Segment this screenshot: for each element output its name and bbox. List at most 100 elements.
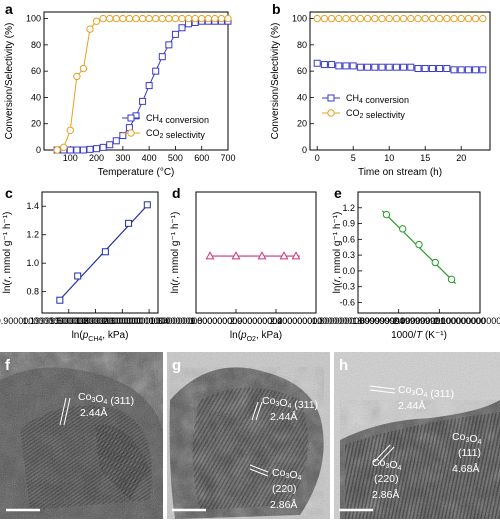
- data-point: [66, 146, 74, 154]
- data-point: [217, 14, 226, 23]
- data-point: [106, 14, 114, 23]
- data-point: [132, 14, 140, 23]
- data-point: [392, 14, 401, 23]
- tem-label-h-2: Co3O4 (111) 4.68Å: [452, 431, 482, 475]
- panel-letter: a: [5, 1, 13, 17]
- tem-image-h: h Co3O4 (311) 2.44Å Co3O4 (111) 4.68Å Co…: [334, 352, 500, 519]
- data-point: [112, 14, 120, 23]
- data-point: [279, 251, 289, 260]
- x-tick-label: 1.80000000000000004: [76, 316, 169, 326]
- data-point: [400, 63, 408, 71]
- data-point: [450, 66, 458, 74]
- panel-c-ch4-pressure-dependence: 0.900000000000000021.199999999999999961.…: [0, 185, 195, 343]
- svg-text:Co3O4 (311): Co3O4 (311): [78, 391, 134, 407]
- data-point: [328, 61, 336, 69]
- data-point: [93, 145, 101, 153]
- data-point: [178, 24, 186, 32]
- tem-label-f-1: Co3O4 (311) 2.44Å: [78, 391, 134, 419]
- y-axis-title: ln(r, mmol g⁻¹ h⁻¹): [2, 212, 13, 294]
- series-2: [313, 14, 487, 23]
- data-point: [335, 14, 343, 23]
- data-point: [125, 14, 134, 23]
- x-tick-label: 300: [115, 153, 130, 163]
- data-point: [139, 97, 147, 105]
- data-point: [224, 14, 232, 23]
- data-point: [138, 14, 147, 23]
- legend-label: CH4 conversion: [346, 93, 409, 105]
- y-axis-title: Conversion/Selectivity (%): [4, 23, 15, 140]
- data-point: [385, 14, 393, 23]
- data-point: [73, 72, 81, 81]
- series-1: [313, 59, 487, 74]
- x-tick-label: 400: [142, 153, 157, 163]
- x-tick-label: 20: [456, 153, 466, 163]
- tem-label-spacing: 2.44Å: [398, 399, 425, 412]
- y-tick-label: 1.2: [342, 203, 355, 213]
- x-tick-label: 0.90000000000000002: [0, 316, 88, 326]
- x-tick-label: 600: [194, 153, 209, 163]
- data-point: [407, 63, 415, 71]
- tem-label-index: (220): [374, 473, 399, 485]
- y-tick-label: 60: [31, 66, 41, 76]
- panel-letter: b: [272, 1, 281, 17]
- data-point: [86, 145, 94, 153]
- data-point: [171, 14, 180, 23]
- x-tick-label: 2.20000000000000018: [270, 316, 363, 326]
- data-point: [158, 53, 166, 61]
- y-tick-label: 0.0: [342, 266, 355, 276]
- tem-label-phase: Co3O4: [452, 431, 482, 446]
- y-tick-label: 0.9: [342, 219, 355, 229]
- data-point: [231, 251, 241, 260]
- data-point: [158, 14, 166, 23]
- data-point: [291, 251, 301, 260]
- data-point: [165, 14, 173, 23]
- x-tick-label: 1.80000000000000004: [190, 316, 283, 326]
- data-point: [399, 14, 408, 23]
- data-point: [152, 67, 160, 75]
- data-point: [415, 240, 423, 249]
- data-point: [378, 14, 386, 23]
- data-point: [112, 137, 120, 145]
- data-point: [479, 66, 487, 74]
- data-point: [145, 14, 153, 23]
- data-point: [106, 141, 114, 149]
- data-point: [320, 61, 328, 69]
- data-point: [385, 63, 393, 71]
- data-point: [92, 17, 101, 25]
- data-point: [257, 251, 267, 260]
- tem-label-spacing: 2.44Å: [270, 410, 297, 423]
- data-point: [378, 63, 386, 71]
- panel-letter: d: [172, 185, 181, 201]
- data-point: [349, 14, 357, 23]
- y-tick-label: -0.3: [339, 282, 355, 292]
- photo-letter-h: h: [339, 357, 348, 374]
- data-point: [399, 225, 407, 233]
- y-tick-label: 0.3: [342, 250, 355, 260]
- legend-label: CH4 conversion: [146, 113, 209, 125]
- y-tick-label: 20: [297, 119, 307, 129]
- tem-image-f: f Co3O4 (311) 2.44Å: [0, 352, 163, 519]
- y-tick-label: 60: [297, 66, 307, 76]
- tem-label-phase: Co3O4: [398, 384, 428, 399]
- data-point: [53, 146, 61, 154]
- data-point: [443, 14, 451, 23]
- tem-label-spacing: 2.86Å: [372, 488, 399, 501]
- legend: CH4 conversion CO2 selectivity: [322, 93, 409, 120]
- x-tick-label: 100: [63, 153, 78, 163]
- data-point: [74, 272, 82, 280]
- x-tick-label: 200: [89, 153, 104, 163]
- data-point: [313, 14, 321, 23]
- legend-marker: [327, 94, 335, 102]
- plot-frame: [195, 191, 317, 314]
- legend-label: CO2 selectivity: [346, 108, 405, 120]
- data-point: [371, 63, 379, 71]
- tem-label-index: (220): [272, 483, 297, 495]
- x-tick-label: 0: [315, 153, 320, 163]
- y-axis-title: Conversion/Selectivity (%): [270, 23, 281, 140]
- data-point: [457, 14, 465, 23]
- tem-label-h-1: Co3O4 (311) 2.44Å: [398, 384, 454, 412]
- data-point: [407, 14, 415, 23]
- tem-label-spacing: 2.86Å: [270, 498, 297, 511]
- y-tick-label: 0: [302, 145, 307, 155]
- tem-image-g: g Co3O4 (311) 2.44Å Co3O4 (220) 2.86Å: [167, 352, 330, 519]
